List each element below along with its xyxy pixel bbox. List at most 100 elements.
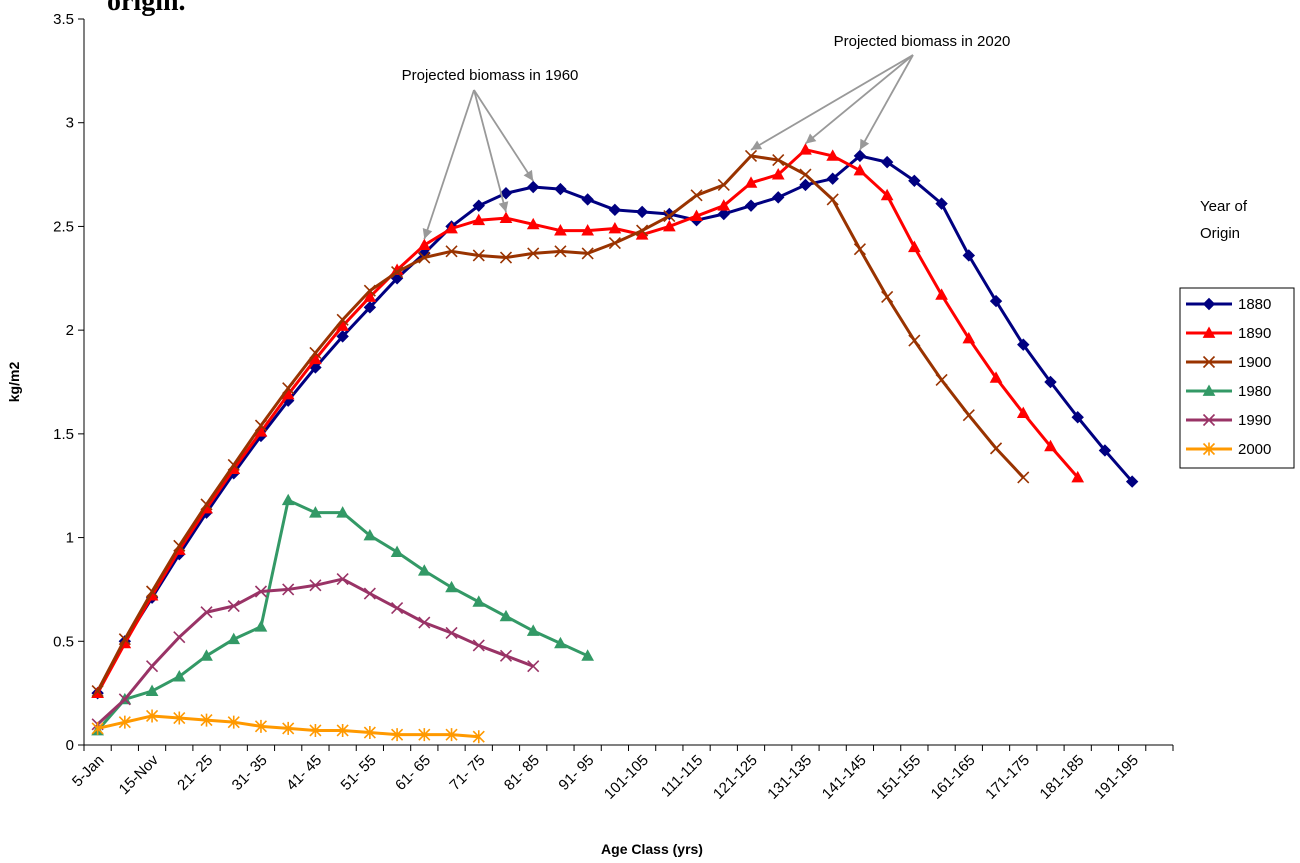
data-point-1900 xyxy=(799,168,812,181)
legend-item-1880: 1880 xyxy=(1186,296,1271,313)
legend-marker xyxy=(1202,384,1216,396)
data-point-1890 xyxy=(499,211,513,224)
y-tick-label: 3 xyxy=(66,115,74,132)
data-point-1890 xyxy=(880,188,894,201)
data-point-1890 xyxy=(608,221,622,234)
data-point-1980 xyxy=(445,580,458,593)
data-point-1990 xyxy=(173,631,186,644)
data-point-1900 xyxy=(554,245,567,258)
annotations-group: Projected biomass in 1960 Projected bioma… xyxy=(402,33,1011,240)
data-point-1900 xyxy=(145,585,159,598)
data-point-1900 xyxy=(499,251,513,264)
series-line-1980 xyxy=(96,498,589,732)
data-point-2000 xyxy=(391,728,404,742)
data-point-1900 xyxy=(908,334,921,347)
data-point-1890 xyxy=(962,331,976,344)
annotation-arrowhead xyxy=(751,140,763,150)
data-point-1990 xyxy=(200,606,213,619)
series-2000 xyxy=(91,709,485,744)
annotation-arrowhead xyxy=(523,169,534,182)
legend-item-1980: 1980 xyxy=(1186,383,1271,400)
data-point-1900 xyxy=(527,247,540,260)
data-point-1890 xyxy=(1071,470,1085,483)
data-point-1900 xyxy=(445,245,458,258)
y-tick-label: 0 xyxy=(66,737,74,754)
data-point-1880 xyxy=(635,205,649,219)
data-point-1880 xyxy=(989,294,1003,308)
x-tick-label: 161-165 xyxy=(928,752,979,803)
annotation-text: Projected biomass in 2020 xyxy=(834,33,1011,50)
data-point-1990 xyxy=(418,616,431,629)
data-point-1900 xyxy=(962,409,975,422)
data-point-1980 xyxy=(200,649,213,661)
data-point-1890 xyxy=(717,199,731,211)
x-tick-label: 91- 95 xyxy=(555,752,597,794)
data-point-2000 xyxy=(445,728,458,742)
data-point-2000 xyxy=(282,721,295,735)
data-point-1900 xyxy=(391,265,404,279)
legend-marker xyxy=(1202,442,1216,456)
x-tick-label: 5-Jan xyxy=(69,752,108,791)
data-point-1890 xyxy=(908,240,921,253)
annotation-arrow xyxy=(423,89,475,240)
data-point-1890 xyxy=(989,371,1003,383)
data-point-1890 xyxy=(445,221,458,234)
annotation-arrowhead xyxy=(859,138,870,150)
series-1890 xyxy=(91,143,1085,699)
data-point-1880 xyxy=(554,182,567,196)
data-point-1880 xyxy=(336,330,349,343)
series-line-1900 xyxy=(96,154,1025,692)
annotation-arrowhead xyxy=(498,201,509,213)
data-point-1890 xyxy=(690,209,703,221)
data-point-1900 xyxy=(663,209,676,223)
data-point-1900 xyxy=(254,419,268,432)
data-point-1880 xyxy=(935,197,948,210)
data-point-1980 xyxy=(336,506,349,518)
data-point-1900 xyxy=(935,373,948,386)
y-tick-label: 3.5 xyxy=(53,11,74,28)
data-point-1890 xyxy=(935,288,948,300)
data-point-1900 xyxy=(690,189,703,202)
data-point-1900 xyxy=(472,249,485,262)
data-point-2000 xyxy=(472,730,485,744)
data-point-1980 xyxy=(390,545,404,557)
data-point-1990 xyxy=(336,572,349,586)
x-tick-label: 151-155 xyxy=(873,752,924,803)
series-group xyxy=(91,143,1139,744)
data-point-1880 xyxy=(1017,338,1030,351)
data-point-1900 xyxy=(200,498,213,511)
data-point-1880 xyxy=(499,187,513,200)
data-point-1980 xyxy=(254,620,268,632)
data-point-1980 xyxy=(145,684,159,696)
y-axis-title: kg/m2 xyxy=(6,362,22,403)
legend-title: Year of xyxy=(1200,198,1248,215)
annotation-arrowhead xyxy=(805,133,817,144)
data-point-2000 xyxy=(200,713,213,727)
data-point-2000 xyxy=(118,715,131,729)
legend-marker xyxy=(1202,297,1216,311)
legend-title: Origin xyxy=(1200,225,1240,242)
data-point-1990 xyxy=(227,599,240,613)
data-point-1890 xyxy=(771,168,785,180)
annotation-text: Projected biomass in 1960 xyxy=(402,67,579,84)
y-tick-label: 1 xyxy=(66,530,74,547)
data-point-1900 xyxy=(363,284,376,297)
x-tick-label: 15-Nov xyxy=(116,751,163,798)
data-point-1900 xyxy=(744,149,758,162)
data-point-1880 xyxy=(1044,375,1057,389)
data-point-1890 xyxy=(554,224,567,236)
data-point-1900 xyxy=(118,633,131,646)
legend-label: 1980 xyxy=(1238,383,1271,400)
annotation-arrow xyxy=(859,54,914,151)
data-point-1990 xyxy=(445,626,458,640)
data-point-1880 xyxy=(880,155,894,169)
legend-item-1890: 1890 xyxy=(1186,325,1271,342)
x-tick-label: 41- 45 xyxy=(283,752,325,794)
series-1880 xyxy=(91,149,1139,700)
data-point-1880 xyxy=(527,180,540,194)
data-point-1990 xyxy=(527,660,540,673)
data-point-1890 xyxy=(91,686,104,699)
data-point-2000 xyxy=(309,723,322,737)
y-tick-label: 0.5 xyxy=(53,633,74,650)
